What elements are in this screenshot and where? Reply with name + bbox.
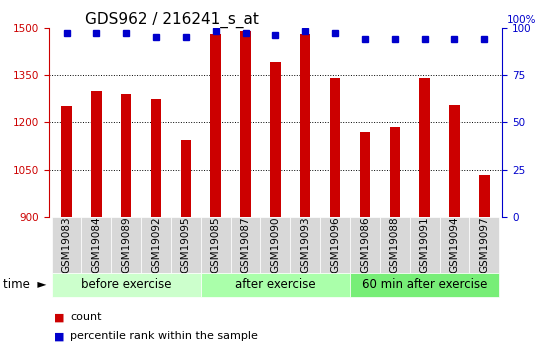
FancyBboxPatch shape xyxy=(52,273,201,297)
Text: GSM19091: GSM19091 xyxy=(420,217,430,273)
Text: GSM19096: GSM19096 xyxy=(330,217,340,273)
Text: GSM19085: GSM19085 xyxy=(211,217,221,273)
Text: ■: ■ xyxy=(54,332,64,341)
FancyBboxPatch shape xyxy=(82,217,111,273)
Text: GSM19088: GSM19088 xyxy=(390,217,400,273)
Bar xyxy=(181,140,191,217)
Text: count: count xyxy=(70,313,102,322)
FancyBboxPatch shape xyxy=(469,217,499,273)
Bar xyxy=(330,78,340,217)
Bar xyxy=(270,62,281,217)
Text: GSM19083: GSM19083 xyxy=(62,217,71,273)
FancyBboxPatch shape xyxy=(380,217,410,273)
Bar xyxy=(389,127,400,217)
Bar xyxy=(61,106,72,217)
Text: 60 min after exercise: 60 min after exercise xyxy=(362,278,487,291)
Text: GDS962 / 216241_s_at: GDS962 / 216241_s_at xyxy=(85,11,259,28)
Text: GSM19095: GSM19095 xyxy=(181,217,191,273)
Text: GSM19093: GSM19093 xyxy=(300,217,310,273)
Text: GSM19087: GSM19087 xyxy=(240,217,251,273)
Text: GSM19084: GSM19084 xyxy=(91,217,102,273)
Bar xyxy=(121,94,131,217)
Bar xyxy=(360,132,370,217)
FancyBboxPatch shape xyxy=(440,217,469,273)
Text: GSM19090: GSM19090 xyxy=(271,217,280,273)
Text: 100%: 100% xyxy=(507,15,536,25)
FancyBboxPatch shape xyxy=(111,217,141,273)
FancyBboxPatch shape xyxy=(410,217,440,273)
FancyBboxPatch shape xyxy=(350,273,499,297)
FancyBboxPatch shape xyxy=(350,217,380,273)
Text: GSM19097: GSM19097 xyxy=(480,217,489,273)
Text: GSM19086: GSM19086 xyxy=(360,217,370,273)
Bar xyxy=(151,99,161,217)
FancyBboxPatch shape xyxy=(231,217,260,273)
Text: GSM19089: GSM19089 xyxy=(121,217,131,273)
FancyBboxPatch shape xyxy=(171,217,201,273)
Text: before exercise: before exercise xyxy=(81,278,171,291)
Text: GSM19092: GSM19092 xyxy=(151,217,161,273)
FancyBboxPatch shape xyxy=(320,217,350,273)
Text: ■: ■ xyxy=(54,313,64,322)
Bar xyxy=(449,105,460,217)
Text: time  ►: time ► xyxy=(3,278,46,291)
Bar xyxy=(300,34,310,217)
Text: after exercise: after exercise xyxy=(235,278,316,291)
FancyBboxPatch shape xyxy=(201,273,350,297)
FancyBboxPatch shape xyxy=(201,217,231,273)
Bar xyxy=(211,34,221,217)
Bar xyxy=(420,78,430,217)
Bar xyxy=(479,175,490,217)
FancyBboxPatch shape xyxy=(260,217,291,273)
Text: percentile rank within the sample: percentile rank within the sample xyxy=(70,332,258,341)
Bar xyxy=(240,31,251,217)
FancyBboxPatch shape xyxy=(291,217,320,273)
Bar xyxy=(91,91,102,217)
Text: GSM19094: GSM19094 xyxy=(449,217,460,273)
FancyBboxPatch shape xyxy=(141,217,171,273)
FancyBboxPatch shape xyxy=(52,217,82,273)
